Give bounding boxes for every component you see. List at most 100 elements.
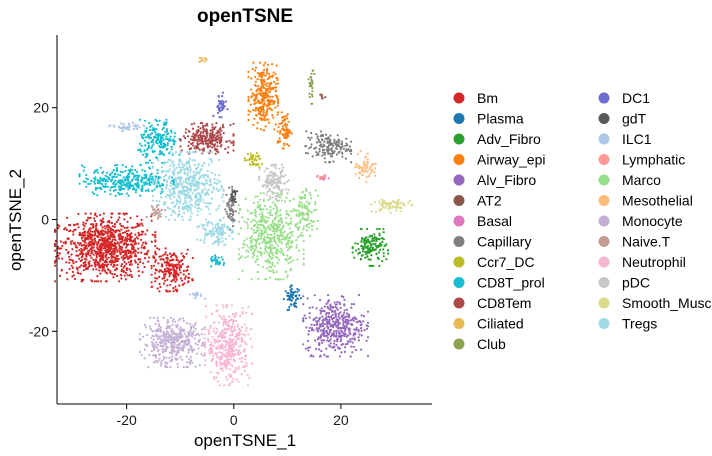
- point: [240, 373, 243, 376]
- point: [259, 224, 262, 227]
- point: [136, 215, 139, 218]
- point: [168, 275, 171, 278]
- point: [292, 197, 295, 201]
- point: [219, 133, 222, 136]
- point: [339, 302, 342, 306]
- point: [100, 229, 103, 232]
- point: [266, 242, 269, 245]
- point: [344, 144, 347, 148]
- point: [159, 335, 162, 338]
- point: [97, 261, 100, 264]
- point: [233, 354, 236, 357]
- point: [150, 341, 153, 344]
- point: [264, 242, 267, 245]
- point: [253, 94, 256, 97]
- point: [274, 278, 277, 281]
- point: [311, 102, 314, 105]
- point: [264, 83, 267, 86]
- point: [176, 343, 179, 347]
- point: [182, 328, 185, 331]
- point: [352, 332, 356, 335]
- point: [339, 148, 342, 151]
- point: [203, 341, 206, 344]
- point: [177, 319, 180, 322]
- point: [170, 343, 173, 346]
- point: [176, 340, 179, 343]
- point: [198, 148, 201, 151]
- point: [302, 257, 305, 260]
- point: [186, 322, 189, 325]
- point: [286, 180, 289, 183]
- point: [217, 134, 220, 137]
- point: [220, 345, 223, 348]
- point: [270, 170, 273, 173]
- point: [82, 264, 85, 267]
- point: [174, 320, 177, 323]
- point: [169, 135, 172, 138]
- point: [212, 114, 215, 117]
- point: [229, 212, 232, 215]
- point: [214, 352, 217, 355]
- point: [94, 213, 97, 216]
- point: [265, 174, 269, 177]
- point: [124, 271, 128, 275]
- point: [87, 182, 90, 185]
- point: [148, 183, 151, 186]
- point: [149, 136, 152, 140]
- point: [274, 223, 277, 226]
- point: [218, 116, 221, 119]
- point: [193, 337, 196, 340]
- point: [161, 128, 164, 131]
- point: [160, 145, 163, 148]
- point: [120, 192, 123, 196]
- point: [340, 140, 344, 143]
- point: [247, 109, 250, 112]
- point: [223, 261, 226, 264]
- point: [85, 258, 88, 261]
- point: [245, 159, 248, 162]
- point: [54, 249, 57, 252]
- point: [161, 347, 164, 350]
- point: [274, 82, 278, 85]
- point: [177, 366, 180, 369]
- point: [275, 207, 278, 210]
- point: [228, 315, 231, 318]
- point: [212, 354, 215, 357]
- point: [239, 256, 242, 259]
- point: [163, 336, 167, 339]
- point: [147, 260, 150, 263]
- point: [358, 251, 361, 254]
- point: [268, 174, 271, 177]
- cluster-11-0: [198, 56, 208, 63]
- point: [120, 181, 123, 184]
- point: [262, 96, 266, 99]
- point: [367, 258, 370, 261]
- cluster-19-0: [138, 316, 206, 369]
- point: [303, 314, 306, 317]
- point: [337, 144, 340, 147]
- point: [276, 194, 279, 197]
- point: [118, 212, 121, 215]
- point: [337, 315, 340, 318]
- point: [144, 176, 147, 179]
- point: [95, 256, 98, 259]
- point: [132, 226, 135, 229]
- point: [303, 205, 306, 208]
- point: [142, 335, 145, 338]
- point: [370, 170, 373, 173]
- point: [265, 222, 268, 225]
- point: [272, 269, 275, 272]
- point: [253, 209, 257, 212]
- point: [109, 263, 113, 266]
- point: [278, 238, 281, 241]
- point: [207, 328, 210, 331]
- point: [80, 233, 83, 236]
- point: [277, 221, 280, 224]
- point: [220, 315, 223, 319]
- point: [238, 353, 241, 356]
- cluster-17-0: [237, 192, 305, 281]
- point: [57, 227, 60, 230]
- point: [302, 225, 305, 228]
- point: [100, 178, 103, 181]
- point: [381, 260, 384, 263]
